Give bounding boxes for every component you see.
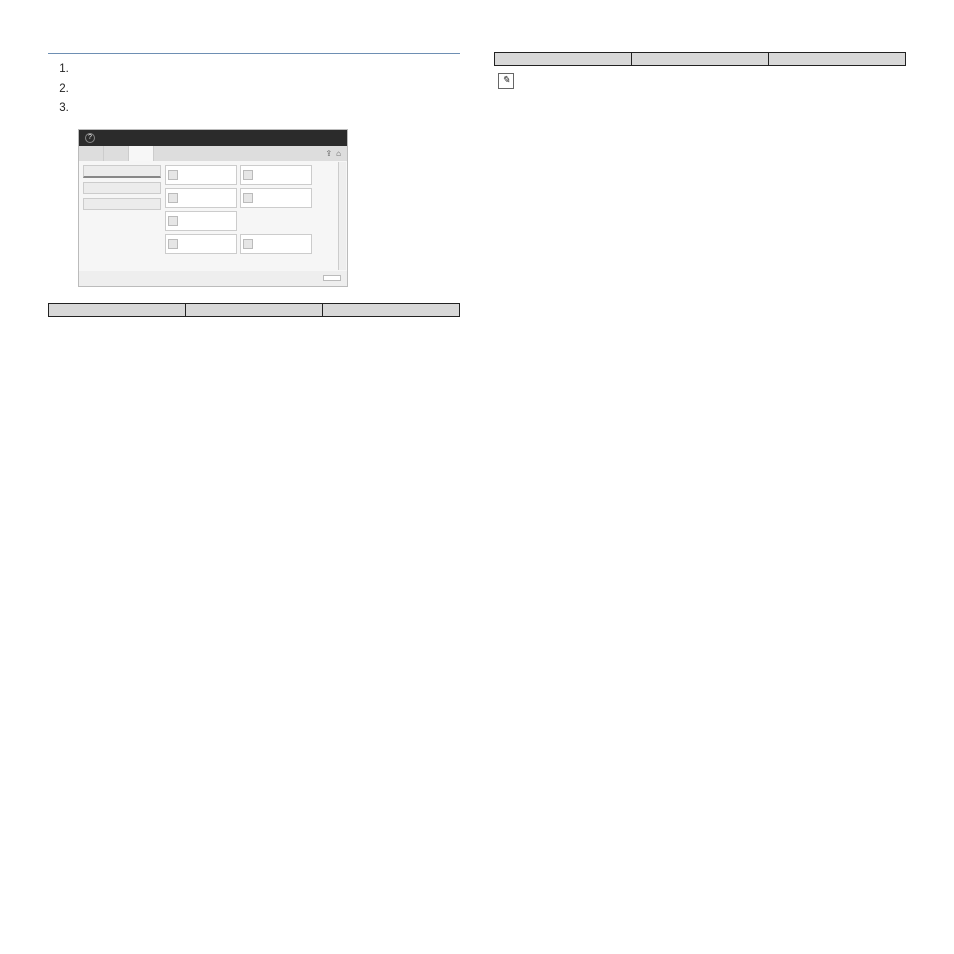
- step-1: [72, 62, 460, 78]
- th-desc: [323, 303, 460, 316]
- note-icon: ✎: [498, 73, 514, 89]
- btn-network-config[interactable]: [165, 165, 237, 185]
- tab-print-report[interactable]: [129, 146, 154, 161]
- btn-font2[interactable]: [165, 211, 237, 231]
- side-print[interactable]: [83, 165, 161, 178]
- tab-general[interactable]: [79, 146, 104, 161]
- right-option-table: [494, 52, 906, 66]
- panel-main: [161, 165, 343, 267]
- side-report[interactable]: [83, 198, 161, 210]
- th-option: [49, 303, 186, 316]
- tab-setup[interactable]: [104, 146, 129, 161]
- btn-pcl[interactable]: [165, 234, 237, 254]
- th-option-r: [495, 53, 632, 66]
- step-2: [72, 82, 460, 98]
- btn-schedule[interactable]: [165, 188, 237, 208]
- th-desc-r: [769, 53, 906, 66]
- note: ✎: [494, 72, 906, 89]
- step-3: [72, 101, 460, 117]
- panel-titlebar: ?: [79, 130, 347, 146]
- steps-list: [48, 62, 460, 117]
- panel-tabs: ⇪ ⌂: [79, 146, 347, 161]
- back-button[interactable]: [323, 275, 341, 281]
- left-option-table: [48, 303, 460, 317]
- th-option2: [186, 303, 323, 316]
- export-icon[interactable]: ⇪: [325, 149, 332, 158]
- btn-ps3[interactable]: [240, 188, 312, 208]
- admin-setting-panel: ? ⇪ ⌂: [78, 129, 348, 287]
- btn-font3[interactable]: [240, 234, 312, 254]
- section-title: [48, 50, 460, 54]
- home-icon[interactable]: ⌂: [336, 149, 341, 158]
- btn-font1[interactable]: [240, 165, 312, 185]
- th-option2-r: [632, 53, 769, 66]
- help-icon[interactable]: ?: [85, 133, 95, 143]
- side-accounting[interactable]: [83, 182, 161, 194]
- panel-scrollbar[interactable]: [338, 162, 346, 270]
